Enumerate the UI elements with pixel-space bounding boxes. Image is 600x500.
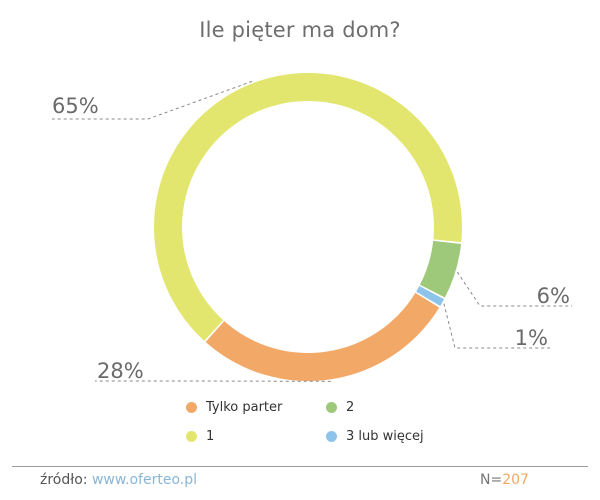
sample-size-value: 207 (502, 472, 529, 488)
donut-slice-3-lub-wiecej (416, 286, 445, 306)
donut-slices (153, 72, 462, 381)
legend-item-3-lub-wiecej: 3 lub więcej (326, 429, 424, 444)
sample-size: N=207 (480, 472, 529, 488)
percent-label-tylko-parter: 28% (97, 359, 144, 383)
leader-line-3-lub-wiecej (443, 303, 550, 349)
percent-label-2: 6% (537, 284, 570, 308)
donut-slice-tylko-parter (205, 292, 440, 381)
legend-label-tylko-parter: Tylko parter (206, 400, 283, 415)
chart-title: Ile pięter ma dom? (199, 18, 401, 42)
source-link[interactable]: www.oferteo.pl (91, 472, 197, 488)
legend-swatch-tylko-parter (186, 402, 197, 413)
footer-divider (12, 466, 588, 467)
legend-swatch-3-lub-wiecej (326, 431, 337, 442)
legend-label-2: 2 (346, 400, 355, 415)
sample-size-label: N= (480, 472, 503, 488)
leader-line-1 (52, 80, 253, 120)
donut-slice-1 (153, 72, 462, 341)
legend-swatch-1 (186, 431, 197, 442)
source-note: źródło: www.oferteo.pl (40, 472, 197, 488)
percentage-labels: 6% 1% 28% 65% (52, 94, 570, 383)
legend-item-1: 1 (186, 429, 214, 444)
percent-label-3-lub-wiecej: 1% (515, 326, 548, 350)
legend-item-tylko-parter: Tylko parter (186, 400, 282, 415)
legend-label-3-lub-wiecej: 3 lub więcej (346, 429, 424, 444)
percent-label-1: 65% (52, 94, 99, 118)
donut-slice-2 (420, 240, 462, 298)
legend-label-1: 1 (206, 429, 215, 444)
legend-swatch-2 (326, 402, 337, 413)
leader-line-2 (456, 271, 572, 307)
leader-lines (52, 80, 572, 382)
legend-item-2: 2 (326, 400, 354, 415)
source-label: źródło: (40, 472, 88, 488)
